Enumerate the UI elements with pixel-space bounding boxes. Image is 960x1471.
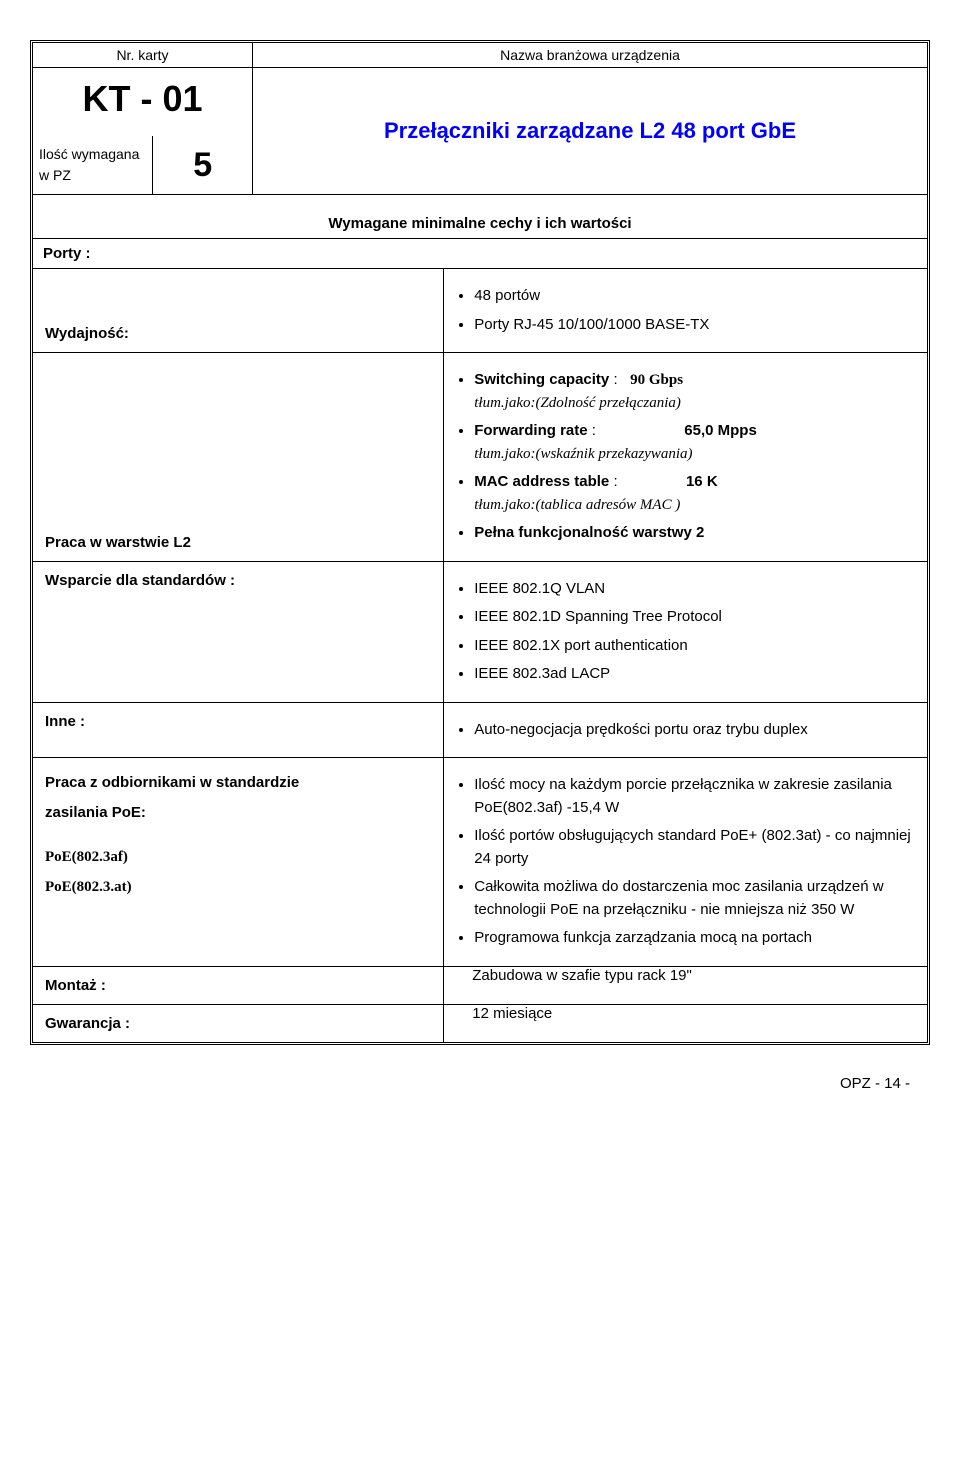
poe-value: Ilość mocy na każdym porcie przełącznika…	[444, 758, 927, 966]
wsparcie-label: Wsparcie dla standardów :	[33, 562, 444, 702]
wydajnosc-label: Wydajność:	[33, 269, 444, 352]
poe-l2: zasilania PoE:	[45, 798, 431, 828]
kt-code: KT - 01	[33, 68, 252, 136]
wydajnosc-item: 48 portów	[474, 285, 919, 308]
gwarancja-label: Gwarancja :	[33, 1005, 444, 1042]
inne-value: Auto-negocjacja prędkości portu oraz try…	[444, 703, 927, 758]
wydajnosc-item: Porty RJ-45 10/100/1000 BASE-TX	[474, 314, 919, 337]
sw-cap-tlum: tłum.jako:(Zdolność przełączania)	[474, 392, 919, 415]
switching-capacity: Switching capacity : 90 Gbps tłum.jako:(…	[474, 369, 919, 414]
montaz-value: Zabudowa w szafie typu rack 19"	[444, 967, 927, 1004]
standard-item: IEEE 802.1D Spanning Tree Protocol	[474, 606, 919, 629]
wsparcie-value: IEEE 802.1Q VLAN IEEE 802.1D Spanning Tr…	[444, 562, 927, 702]
forwarding-rate: Forwarding rate : 65,0 Mpps tłum.jako:(w…	[474, 420, 919, 465]
mac-label: MAC address table	[474, 473, 609, 490]
row-poe: Praca z odbiornikami w standardzie zasil…	[33, 758, 927, 967]
gwarancja-value: 12 miesiące	[444, 1005, 927, 1042]
inne-item: Auto-negocjacja prędkości portu oraz try…	[474, 719, 919, 742]
poe-item: Programowa funkcja zarządzania mocą na p…	[474, 927, 919, 950]
row-montaz: Montaż : Zabudowa w szafie typu rack 19"	[33, 967, 927, 1005]
sw-cap-label: Switching capacity	[474, 371, 609, 388]
sw-cap-val: 90 Gbps	[630, 372, 683, 388]
row-wydajnosc: Wydajność: 48 portów Porty RJ-45 10/100/…	[33, 269, 927, 353]
header-left: Nr. karty KT - 01 Ilość wymagana w PZ 5	[33, 43, 253, 195]
fwd-label: Forwarding rate	[474, 422, 587, 439]
wydajnosc-value: 48 portów Porty RJ-45 10/100/1000 BASE-T…	[444, 269, 927, 352]
poe-item: Ilość portów obsługujących standard PoE+…	[474, 825, 919, 870]
warstwa-label: Praca w warstwie L2	[33, 353, 444, 561]
standard-item: IEEE 802.1X port authentication	[474, 635, 919, 658]
row-wsparcie: Wsparcie dla standardów : IEEE 802.1Q VL…	[33, 562, 927, 703]
gwarancja-text: 12 miesiące	[472, 1005, 552, 1022]
quantity-label-line1: Ilość wymagana	[39, 146, 139, 162]
page-footer: OPZ - 14 -	[30, 1045, 930, 1092]
fwd-tlum: tłum.jako:(wskaźnik przekazywania)	[474, 443, 919, 466]
warstwa-value: Switching capacity : 90 Gbps tłum.jako:(…	[444, 353, 927, 561]
inne-label: Inne :	[33, 703, 444, 758]
poe-item: Całkowita możliwa do dostarczenia moc za…	[474, 876, 919, 921]
wydajnosc-label-text: Wydajność:	[45, 325, 129, 342]
quantity-label-line2: w PZ	[39, 167, 71, 183]
fwd-val: 65,0 Mpps	[684, 422, 757, 439]
warstwa-label-text: Praca w warstwie L2	[45, 534, 191, 551]
document-card: Nr. karty KT - 01 Ilość wymagana w PZ 5 …	[30, 40, 930, 1045]
pelna-funkcjonalnosc: Pełna funkcjonalność warstwy 2	[474, 522, 919, 545]
nr-karty-label: Nr. karty	[33, 43, 252, 68]
standard-item: IEEE 802.3ad LACP	[474, 663, 919, 686]
montaz-label: Montaż :	[33, 967, 444, 1004]
mac-table: MAC address table : 16 K tłum.jako:(tabl…	[474, 471, 919, 516]
row-warstwa: Praca w warstwie L2 Switching capacity :…	[33, 353, 927, 562]
quantity-value: 5	[153, 136, 252, 194]
poe-l4: PoE(802.3.at)	[45, 872, 431, 902]
ports-label-row: Porty :	[33, 239, 927, 269]
row-gwarancja: Gwarancja : 12 miesiące	[33, 1005, 927, 1042]
quantity-label: Ilość wymagana w PZ	[33, 136, 153, 194]
quantity-row: Ilość wymagana w PZ 5	[33, 136, 252, 194]
mac-tlum: tłum.jako:(tablica adresów MAC )	[474, 494, 919, 517]
poe-l3: PoE(802.3af)	[45, 842, 431, 872]
standard-item: IEEE 802.1Q VLAN	[474, 578, 919, 601]
section-header: Wymagane minimalne cechy i ich wartości	[33, 195, 927, 239]
poe-item: Ilość mocy na każdym porcie przełącznika…	[474, 774, 919, 819]
device-title: Przełączniki zarządzane L2 48 port GbE	[253, 68, 927, 194]
poe-label: Praca z odbiornikami w standardzie zasil…	[33, 758, 444, 966]
header-row: Nr. karty KT - 01 Ilość wymagana w PZ 5 …	[33, 43, 927, 195]
poe-l1: Praca z odbiornikami w standardzie	[45, 768, 431, 798]
montaz-text: Zabudowa w szafie typu rack 19"	[472, 967, 692, 984]
device-name-label: Nazwa branżowa urządzenia	[253, 43, 927, 68]
row-inne: Inne : Auto-negocjacja prędkości portu o…	[33, 703, 927, 759]
mac-val: 16 K	[686, 473, 718, 490]
header-right: Nazwa branżowa urządzenia Przełączniki z…	[253, 43, 927, 195]
